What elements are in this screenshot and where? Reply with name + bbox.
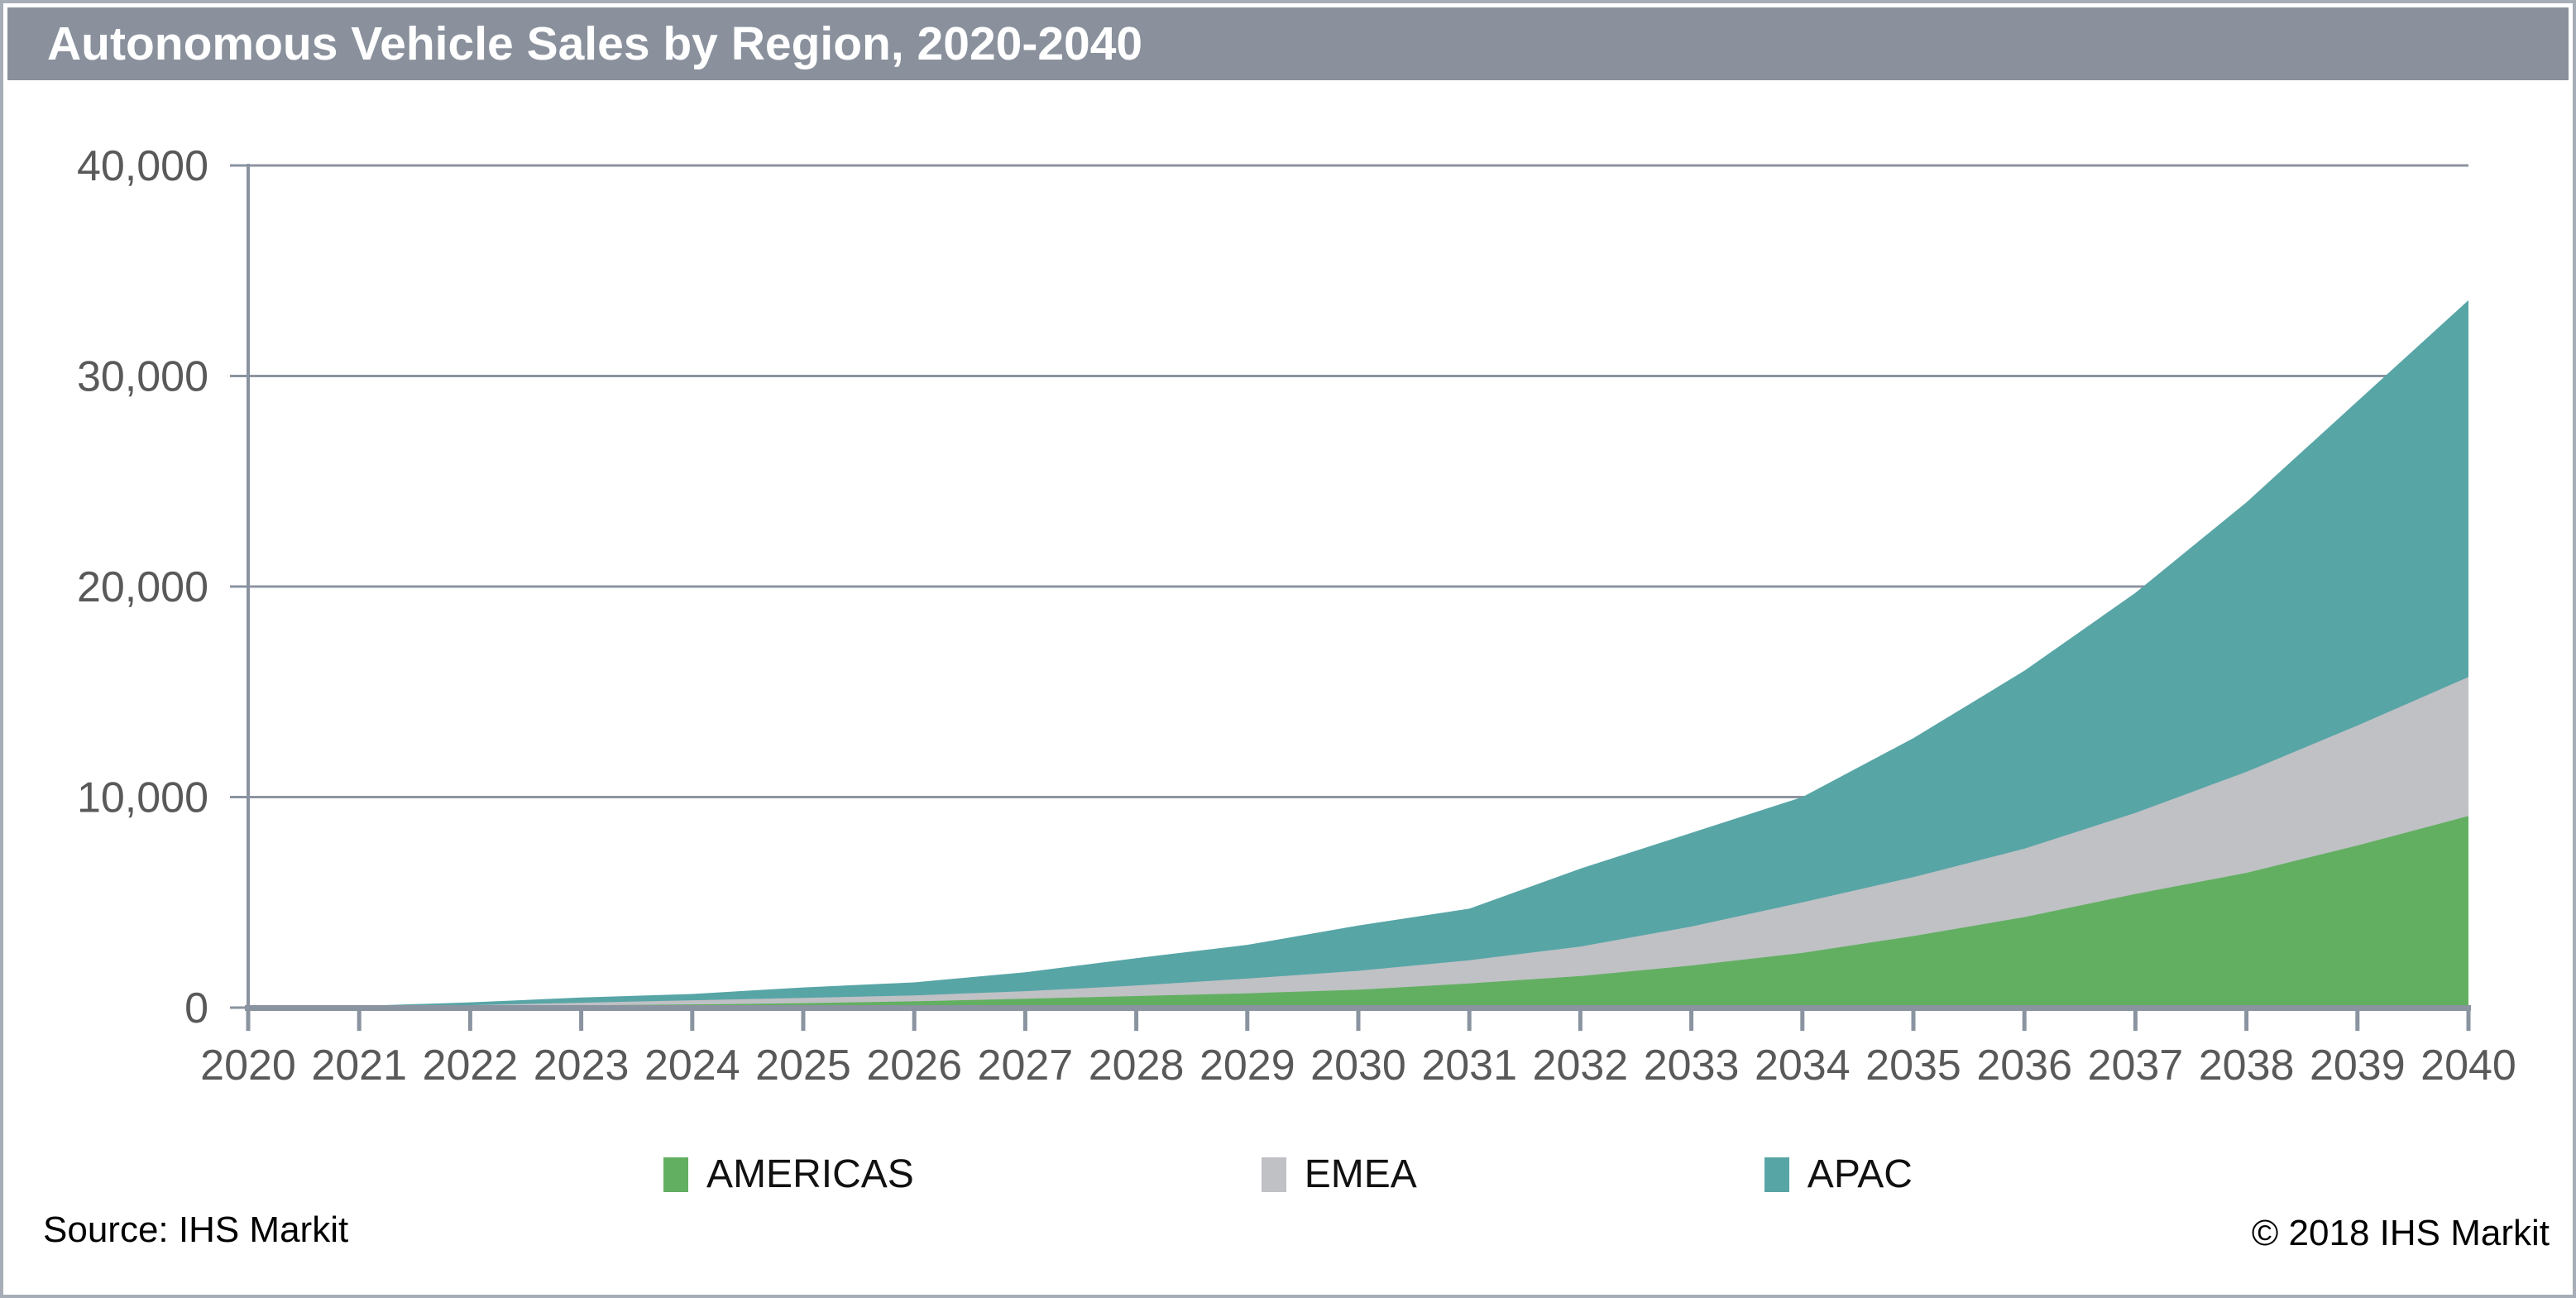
legend: AMERICAS EMEA APAC <box>0 1152 2576 1197</box>
y-tick-label-20000: 20,000 <box>77 563 208 611</box>
x-tick-label-2036: 2036 <box>1976 1042 2072 1090</box>
area-emea <box>248 677 2468 1008</box>
americas-swatch-icon <box>663 1157 689 1192</box>
x-tick-label-2033: 2033 <box>1644 1042 1740 1090</box>
x-tick-label-2024: 2024 <box>644 1042 740 1090</box>
x-tick-label-2039: 2039 <box>2310 1042 2406 1090</box>
y-tick-label-40000: 40,000 <box>77 142 208 190</box>
x-tick-label-2035: 2035 <box>1865 1042 1961 1090</box>
area-apac <box>248 299 2468 1008</box>
legend-item-apac: APAC <box>1764 1152 1913 1197</box>
chart-title: Autonomous Vehicle Sales by Region, 2020… <box>47 17 1143 70</box>
x-tick-label-2038: 2038 <box>2199 1042 2295 1090</box>
x-tick-label-2034: 2034 <box>1755 1042 1851 1090</box>
emea-swatch-icon <box>1261 1157 1286 1192</box>
y-tick-label-10000: 10,000 <box>77 774 208 822</box>
y-tick-label-30000: 30,000 <box>77 353 208 401</box>
x-tick-label-2037: 2037 <box>2088 1042 2184 1090</box>
x-tick-label-2022: 2022 <box>423 1042 519 1090</box>
x-tick-label-2032: 2032 <box>1533 1042 1629 1090</box>
x-tick-label-2026: 2026 <box>866 1042 962 1090</box>
legend-item-americas: AMERICAS <box>663 1152 914 1197</box>
apac-swatch-icon <box>1764 1157 1789 1192</box>
x-tick-label-2023: 2023 <box>534 1042 630 1090</box>
source-note: Source: IHS Markit <box>43 1209 349 1250</box>
legend-item-emea: EMEA <box>1261 1152 1417 1197</box>
y-tick-label-0: 0 <box>184 984 208 1032</box>
x-tick-label-2040: 2040 <box>2420 1042 2516 1090</box>
x-tick-label-2031: 2031 <box>1421 1042 1517 1090</box>
x-tick-label-2021: 2021 <box>311 1042 407 1090</box>
x-tick-label-2028: 2028 <box>1089 1042 1185 1090</box>
area-americas <box>248 816 2468 1008</box>
x-tick-label-2025: 2025 <box>755 1042 851 1090</box>
x-tick-label-2030: 2030 <box>1310 1042 1406 1090</box>
legend-label-apac: APAC <box>1807 1152 1913 1196</box>
x-tick-label-2027: 2027 <box>978 1042 1074 1090</box>
x-tick-label-2020: 2020 <box>200 1042 296 1090</box>
legend-label-americas: AMERICAS <box>706 1152 914 1196</box>
title-bar: Autonomous Vehicle Sales by Region, 2020… <box>7 7 2569 80</box>
legend-label-emea: EMEA <box>1304 1152 1417 1196</box>
x-tick-label-2029: 2029 <box>1199 1042 1295 1090</box>
copyright-note: © 2018 IHS Markit <box>2251 1213 2550 1253</box>
